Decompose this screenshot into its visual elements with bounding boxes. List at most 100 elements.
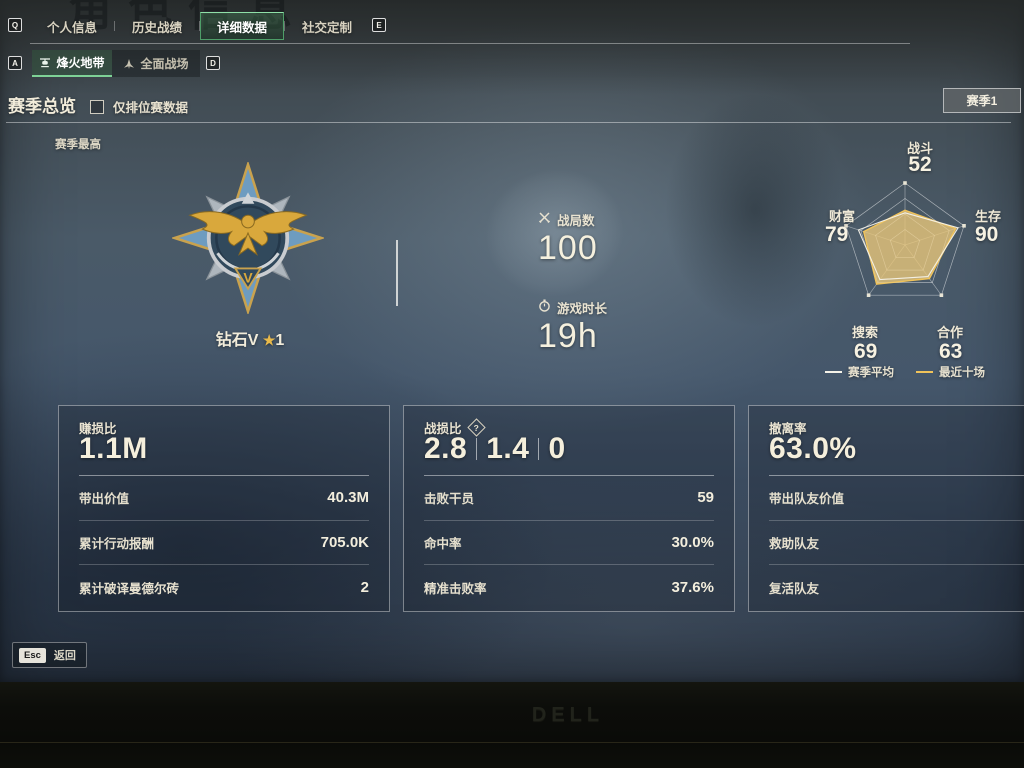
card-extraction: 撤离率 63.0% 带出队友价值 救助队友 复活队友 [748, 405, 1024, 612]
card-title-group: 战损比 ? [424, 418, 486, 437]
row-value: 37.6% [671, 578, 714, 596]
legend-dash-gold [916, 371, 933, 373]
value-separator [476, 438, 478, 460]
row-value: 59 [697, 489, 714, 507]
legend-season-average: 赛季平均 [825, 364, 894, 380]
back-label: 返回 [53, 650, 76, 662]
card-title: 战损比 [424, 422, 462, 436]
helicopter-icon [39, 57, 51, 69]
rank-star-count: 1 [275, 332, 285, 349]
ranked-only-checkbox-group[interactable]: 仅排位赛数据 [90, 97, 188, 116]
key-hint-a: A [8, 56, 22, 70]
row-value: 705.0K [320, 534, 369, 551]
jet-icon [123, 58, 135, 70]
stat-row: 精准击败率 37.6% [424, 565, 714, 609]
row-value: 40.3M [327, 489, 369, 507]
legend-dash-white [825, 371, 842, 373]
tab-personal-info[interactable]: 个人信息 [46, 20, 97, 35]
row-label: 复活队友 [769, 581, 820, 596]
radar-axis-wealth-value: 79 [825, 223, 849, 246]
tab-detailed-data[interactable]: 详细数据 [200, 12, 284, 40]
radar-axis-coop-label: 合作 [937, 325, 964, 340]
mode-tab-label: 全面战场 [140, 57, 189, 71]
svg-text:V: V [243, 269, 253, 285]
section-title-season-overview: 赛季总览 [8, 97, 76, 116]
key-hint-e: E [372, 18, 386, 32]
legend-recent-ten: 最近十场 [916, 364, 985, 380]
help-glyph: ? [473, 422, 479, 433]
stat-row: 救助队友 [769, 521, 1024, 566]
radar-legend: 赛季平均 最近十场 [825, 364, 1024, 380]
key-hint-d: D [206, 56, 220, 70]
row-label: 累计行动报酬 [79, 537, 155, 551]
kd-part-kills: 2.8 [424, 432, 468, 465]
monitor-bezel: DELL [0, 682, 1024, 768]
mode-tab-label: 烽火地带 [56, 56, 105, 70]
radar-axis-wealth-label: 财富 [829, 209, 856, 224]
radar-axis-survival-value: 90 [975, 223, 999, 246]
section-divider [396, 240, 398, 306]
stat-row: 复活队友 [769, 565, 1024, 609]
game-screen: 角色信息 Q 个人信息 历史战绩 详细数据 社交定制 E A 烽火地带 [0, 0, 1024, 682]
season-highest-label: 赛季最高 [55, 139, 101, 151]
card-divider [424, 475, 714, 476]
back-button[interactable]: Esc 返回 [12, 642, 87, 668]
radar-axis-search-value: 69 [854, 340, 878, 363]
kd-part-assists: 1.4 [486, 432, 530, 465]
stat-row: 命中率 30.0% [424, 521, 714, 566]
row-value: 30.0% [671, 534, 714, 551]
stat-row: 累计破译曼德尔砖 2 [79, 565, 369, 609]
tab-separator [114, 21, 115, 31]
tab-full-battlefield[interactable]: 全面战场 [112, 50, 200, 77]
row-label: 击败干员 [424, 492, 475, 507]
row-label: 命中率 [424, 537, 462, 551]
legend-label: 赛季平均 [848, 367, 894, 379]
crossed-swords-icon [538, 211, 551, 229]
radar-plot [844, 181, 966, 297]
card-title: 撤离率 [769, 422, 807, 436]
tab-bar-underline [30, 43, 910, 44]
card-divider [79, 475, 369, 476]
tab-separator [284, 21, 285, 31]
stat-row: 带出价值 40.3M [79, 476, 369, 521]
playtime-value: 19h [538, 317, 598, 355]
card-title: 赚损比 [79, 422, 117, 436]
rank-tier-text: 钻石V [215, 332, 259, 349]
card-big-value: 63.0% [769, 432, 857, 465]
card-divider [769, 475, 1024, 476]
row-label: 救助队友 [769, 537, 820, 551]
battles-label: 战局数 [557, 214, 595, 228]
key-hint-q: Q [8, 18, 22, 32]
battles-value: 100 [538, 229, 598, 267]
radar-axis-survival-label: 生存 [975, 209, 1002, 224]
row-label: 精准击败率 [424, 581, 487, 596]
tab-fire-zone[interactable]: 烽火地带 [32, 50, 112, 77]
row-label: 带出队友价值 [769, 492, 845, 507]
ranked-only-label: 仅排位赛数据 [113, 101, 189, 115]
radar-axis-search-label: 搜索 [852, 325, 879, 340]
header-divider [6, 122, 1011, 123]
stat-row: 累计行动报酬 705.0K [79, 521, 369, 566]
rank-medal-diamond: V [170, 160, 326, 316]
row-value: 2 [360, 578, 369, 596]
season-select-button[interactable]: 赛季1 [943, 88, 1021, 113]
tab-separator [199, 21, 200, 31]
kd-part-deaths: 0 [548, 432, 566, 465]
tab-social[interactable]: 社交定制 [301, 20, 352, 35]
monitor-brand-logo: DELL [531, 704, 605, 726]
radar-axis-coop-value: 63 [939, 340, 963, 363]
bezel-highlight-line [0, 742, 1024, 743]
playtime-stat: 游戏时长 19h [538, 298, 607, 356]
row-label: 带出价值 [79, 492, 130, 507]
card-big-value: 2.8 1.4 0 [424, 432, 566, 466]
stat-row: 带出队友价值 [769, 476, 1024, 521]
tab-history[interactable]: 历史战绩 [131, 20, 182, 35]
radar-axis-combat-value: 52 [908, 153, 932, 176]
card-kd-ratio: 战损比 ? 2.8 1.4 0 击败干员 59 命中率 30.0% 精准击败率 37… [403, 405, 735, 612]
mode-tab-bar: 烽火地带 全面战场 [32, 50, 200, 77]
ranked-only-checkbox[interactable] [90, 99, 104, 114]
main-tab-bar: 个人信息 历史战绩 详细数据 社交定制 [30, 12, 369, 40]
card-profit-loss: 赚损比 1.1M 带出价值 40.3M 累计行动报酬 705.0K 累计破译曼德… [58, 405, 390, 612]
stats-radar-chart: 战斗 52 生存 90 合作 63 搜索 69 财富 79 赛季平均 最近十场 [815, 140, 1024, 388]
